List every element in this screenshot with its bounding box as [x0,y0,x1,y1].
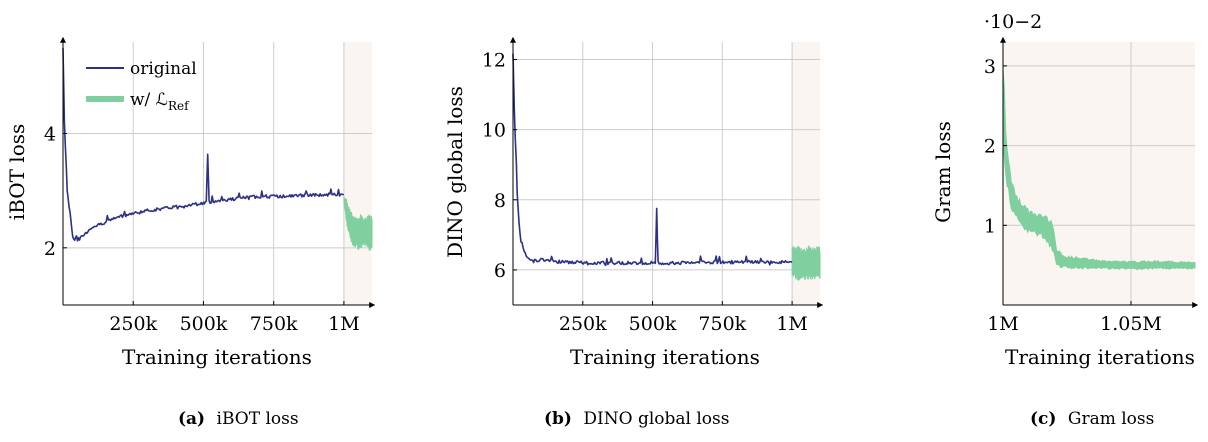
panel-a-xticks: 250k 500k 750k 1M [109,301,360,335]
y-tick-label-1: 4 [44,123,56,145]
panel-b-caption-tag: (b) [544,409,572,429]
ref-band-series-0 [1002,69,1196,271]
panel-c-yticks: 1 2 3 [984,56,1007,237]
panel-b-caption: (b) DINO global loss [544,409,729,429]
panel-c-ylabel: Gram loss [931,121,955,223]
panel-b-original-line [512,53,793,267]
x-tick-label-3: 1M [328,313,360,335]
panel-a-caption-text: iBOT loss [217,409,299,429]
panel-c-xlabel: Training iterations [1005,345,1195,369]
panel-a-ref-band [343,196,373,251]
panel-a-axes [60,36,376,308]
panel-c-caption: (c) Gram loss [1030,409,1154,429]
panel-b-ref-band [791,245,821,282]
panel-c-axes [1000,36,1199,308]
x-tick-label-2: 750k [250,313,298,335]
y-tick-label-1: 8 [494,190,506,212]
y-tick-label-2: 3 [984,56,996,78]
panel-b-ylabel: DINO global loss [443,86,467,258]
y-tick-label-0: 2 [44,238,56,260]
x-tick-label-3: 1M [776,313,808,335]
legend-ref-label: w/ ℒRef [130,90,190,113]
legend: original w/ ℒRef [86,59,197,113]
panel-c-caption-tag: (c) [1030,409,1056,429]
panel-c-ref-band [1002,69,1196,271]
panel-c-caption-text: Gram loss [1068,409,1155,429]
panel-c-xticks: 1M 1.05M [987,301,1162,335]
panel-b-caption-text: DINO global loss [583,409,729,429]
x-tick-label-1: 500k [629,313,677,335]
panel-b: 250k 500k 750k 1M 6 8 10 12 Training iteration… [443,36,824,429]
original-series-line [62,48,345,242]
legend-ref-label-subscript: Ref [168,99,190,113]
legend-ref-label-main: w/ ℒ [130,90,168,110]
panel-b-grid [513,42,820,305]
panel-a-grid [63,42,372,305]
panel-a-original-line [62,48,345,242]
panel-a-shade [343,42,372,305]
panel-a-caption: (a) iBOT loss [178,409,299,429]
ref-band-series-1 [791,245,821,282]
x-tick-label-1: 500k [180,313,228,335]
panel-b-xlabel: Training iterations [570,345,760,369]
original-series-line [512,53,793,267]
y-tick-label-3: 12 [482,50,506,72]
x-tick-label-1: 1.05M [1100,313,1162,335]
x-tick-label-0: 250k [109,313,157,335]
x-tick-label-0: 250k [559,313,607,335]
y-tick-label-0: 1 [984,215,996,237]
x-tick-label-2: 750k [698,313,746,335]
ref-band-series-1 [343,196,373,251]
panel-a-xlabel: Training iterations [122,345,312,369]
y-tick-label-1: 2 [984,136,996,158]
panel-a-caption-tag: (a) [178,409,205,429]
panel-a: 250k 500k 750k 1M 24 Training iterations iB… [5,36,376,429]
panel-b-yticks: 6 8 10 12 [482,50,517,282]
panel-c: 1M 1.05M 1 2 3 ·10−2 Training iterations Gr… [931,11,1199,429]
x-tick-label-0: 1M [987,313,1019,335]
panel-b-axes [510,36,824,308]
y-tick-label-0: 6 [494,260,506,282]
panel-c-multiplier: ·10−2 [984,11,1042,33]
panel-b-xticks: 250k 500k 750k 1M [559,301,808,335]
panel-a-ylabel: iBOT loss [5,124,29,221]
legend-original-label: original [130,59,197,79]
panel-a-yticks: 24 [44,123,67,260]
y-tick-label-2: 10 [482,120,506,142]
